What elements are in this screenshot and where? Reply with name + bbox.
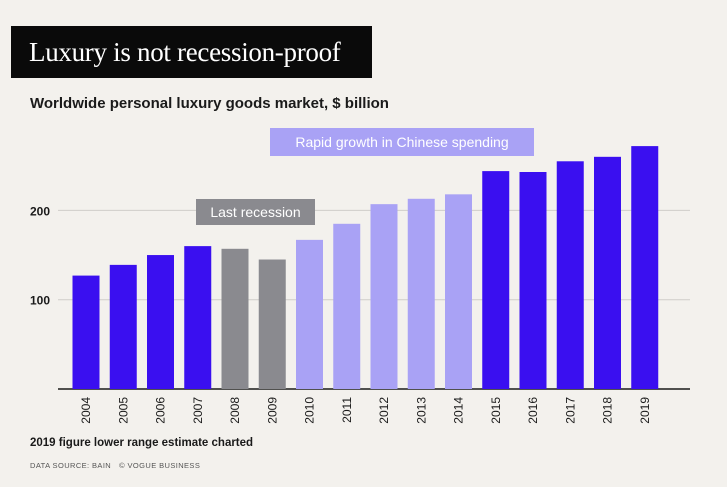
annotation-label-china: Rapid growth in Chinese spending xyxy=(295,134,508,150)
data-source: DATA SOURCE: BAIN © VOGUE BUSINESS xyxy=(30,461,200,470)
bar-2008 xyxy=(221,248,249,389)
x-tick-label: 2004 xyxy=(79,397,93,424)
bar-2017 xyxy=(556,161,584,389)
chart-subtitle: Worldwide personal luxury goods market, … xyxy=(30,95,389,112)
annotations: Last recession Rapid growth in Chinese sp… xyxy=(196,128,534,225)
annotation-box-recession xyxy=(196,199,315,225)
bar-2014 xyxy=(445,194,472,389)
annotation-box-china xyxy=(270,128,534,156)
source-credit: © VOGUE BUSINESS xyxy=(119,461,201,470)
y-tick-labels: 100 200 xyxy=(30,204,50,307)
x-tick-label: 2007 xyxy=(191,397,205,424)
bar-2005 xyxy=(109,264,137,389)
x-tick-label: 2010 xyxy=(303,397,317,424)
bar-2004 xyxy=(72,275,100,389)
x-tick-label: 2015 xyxy=(489,397,503,424)
chart-title: Luxury is not recession-proof xyxy=(29,36,341,67)
annotation-label-recession: Last recession xyxy=(210,204,300,220)
x-tick-label: 2012 xyxy=(377,397,391,424)
x-tick-label: 2011 xyxy=(340,397,354,423)
bar-2011 xyxy=(333,223,361,389)
bar-2012 xyxy=(370,204,398,389)
bar-2006 xyxy=(147,255,174,389)
footnote: 2019 figure lower range estimate charted xyxy=(30,437,254,449)
x-tick-label: 2005 xyxy=(116,397,130,424)
x-tick-label: 2013 xyxy=(414,397,428,424)
x-tick-label: 2016 xyxy=(526,397,540,424)
bar-2018 xyxy=(594,156,621,389)
bar-2019 xyxy=(631,146,659,389)
bar-2010 xyxy=(296,239,323,389)
y-tick-label: 200 xyxy=(30,204,50,218)
bar-2015 xyxy=(482,171,510,389)
x-tick-label: 2017 xyxy=(563,397,577,424)
bars xyxy=(72,146,659,389)
x-tick-label: 2018 xyxy=(601,397,615,424)
y-tick-label: 100 xyxy=(30,294,50,308)
x-tick-label: 2014 xyxy=(452,397,466,424)
source-label: DATA SOURCE: BAIN xyxy=(30,461,112,470)
x-tick-label: 2008 xyxy=(228,397,242,424)
bar-2013 xyxy=(407,198,435,389)
x-tick-label: 2009 xyxy=(265,397,279,424)
x-tick-label: 2019 xyxy=(638,397,652,424)
x-tick-labels: 2004 2005 2006 2007 2008 2009 2010 2011 2012 2013… xyxy=(79,397,652,424)
bar-2007 xyxy=(184,246,212,389)
bar-2016 xyxy=(519,172,547,389)
x-tick-label: 2006 xyxy=(154,397,168,424)
chart-title-banner: Luxury is not recession-proof xyxy=(11,26,372,78)
bar-2009 xyxy=(258,259,286,389)
